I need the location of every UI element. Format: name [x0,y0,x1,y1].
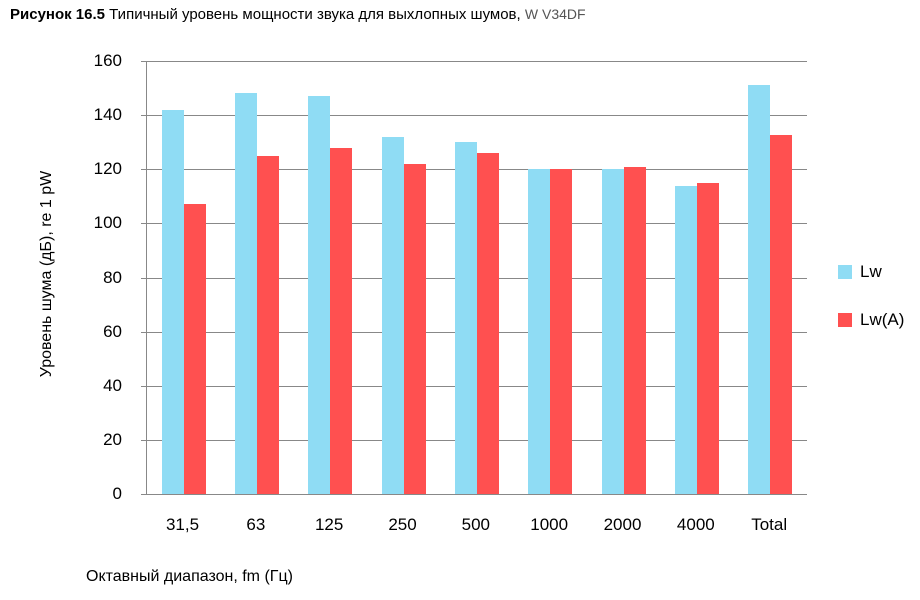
legend-item-lwa: Lw(A) [838,310,904,330]
y-tick [141,169,147,171]
gridline [147,61,807,62]
legend-swatch-lw [838,265,852,279]
bar-lw [528,169,551,494]
figure-caption: Рисунок 16.5 Типичный уровень мощности з… [10,6,586,23]
y-tick-label: 160 [93,51,122,70]
legend-item-lw: Lw [838,262,904,282]
bar-lw [748,85,771,494]
bar-lw [161,109,184,494]
plot-area [141,61,807,495]
x-tick-label: Total [751,515,788,534]
bar-lw [455,142,477,494]
x-tick-label: 1000 [530,515,569,534]
bar-lwa [623,166,646,494]
legend: Lw Lw(A) [838,262,904,358]
bar-lwa [770,135,793,494]
y-tick [141,494,147,495]
bar-lw [308,96,331,494]
gridline [147,115,807,117]
y-tick [141,331,147,333]
bar-lwa [257,155,279,494]
bar-lwa [403,163,426,494]
legend-label-lwa: Lw(A) [860,310,905,329]
bar-lw [601,169,624,494]
bar-lw [675,185,697,494]
y-tick [141,439,147,441]
x-tick-label: 63 [246,515,266,534]
legend-swatch-lwa [838,313,852,327]
x-tick-label: 500 [461,515,491,534]
y-tick-label: 20 [103,429,122,449]
y-tick-label: 40 [103,375,122,395]
y-tick [141,223,147,225]
caption-text: Типичный уровень мощности звука для выхл… [105,6,525,23]
x-tick-label: 250 [388,515,417,534]
y-tick-label: 100 [93,213,122,233]
caption-label: Рисунок 16.5 [10,6,106,23]
bar-lwa [477,153,499,494]
y-tick-label: 120 [93,159,122,179]
x-tick-label: 4000 [676,515,715,534]
x-tick-label: 2000 [603,515,642,534]
caption-suffix: W V34DF [524,6,586,22]
bar-lwa [550,169,573,494]
y-axis-title: Уровень шума (дБ), re 1 pW [38,170,55,378]
y-tick [141,385,147,387]
bar-lw [381,136,404,494]
y-tick [141,61,147,62]
bar-lw [235,93,257,494]
x-tick-label: 31,5 [165,515,200,534]
bar-lwa [183,204,206,494]
y-tick-label: 60 [103,321,122,341]
y-tick-label: 80 [103,267,122,287]
y-tick-label: 0 [112,484,122,503]
bar-lwa [697,182,719,494]
y-tick [141,115,147,117]
x-tick-label: 125 [314,515,344,534]
bar-lwa [330,147,353,494]
y-tick [141,277,147,279]
legend-label-lw: Lw [860,262,882,281]
gridline [147,494,807,495]
y-tick-label: 140 [93,105,122,125]
x-axis-title: Октавный диапазон, fm (Гц) [86,568,293,585]
